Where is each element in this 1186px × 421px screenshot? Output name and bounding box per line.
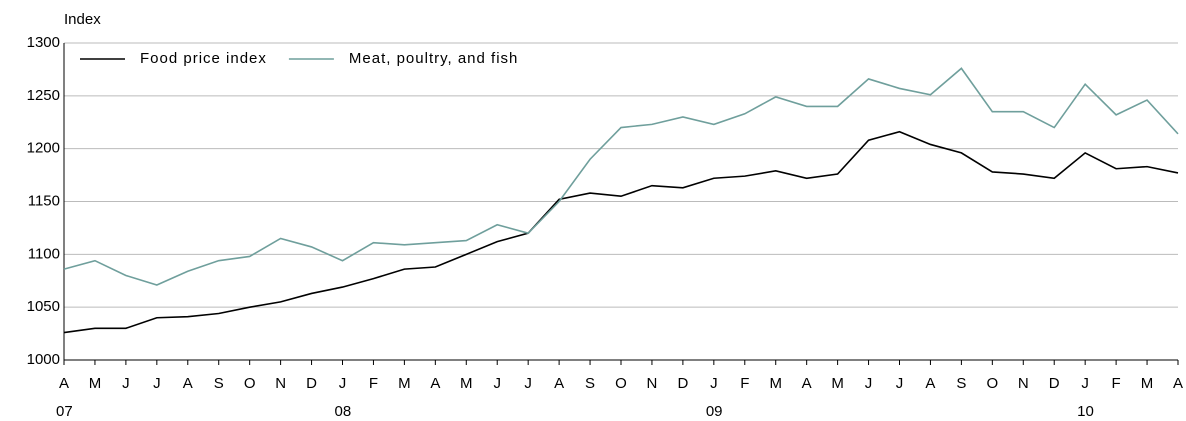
series-line (63, 130, 1179, 334)
y-tick-label: 1000 (27, 351, 60, 368)
legend-label: Food price index (140, 50, 267, 67)
x-tick-label: M (460, 375, 473, 392)
y-tick-label: 1100 (28, 245, 60, 262)
x-tick-label: J (710, 375, 718, 392)
x-tick-label: F (740, 375, 749, 392)
x-tick-label: J (524, 375, 532, 392)
legend-label: Meat, poultry, and fish (349, 50, 518, 67)
x-tick-label: A (1173, 375, 1183, 392)
year-label: 08 (335, 403, 352, 420)
x-tick-label: N (1018, 375, 1029, 392)
x-tick-label: D (306, 375, 317, 392)
x-tick-label: S (214, 375, 224, 392)
x-tick-label: J (339, 375, 347, 392)
x-tick-label: M (831, 375, 844, 392)
x-tick-label: J (153, 375, 161, 392)
x-tick-label: N (647, 375, 658, 392)
x-tick-label: M (398, 375, 411, 392)
y-tick-label: 1150 (28, 192, 60, 209)
year-label: 10 (1077, 403, 1094, 420)
x-tick-label: J (896, 375, 904, 392)
x-tick-label: S (956, 375, 966, 392)
y-tick-label: 1250 (27, 87, 60, 104)
x-tick-label: A (59, 375, 69, 392)
series-line (63, 67, 1179, 286)
x-tick-label: A (183, 375, 193, 392)
x-tick-label: F (369, 375, 378, 392)
year-label: 07 (56, 403, 73, 420)
y-tick-label: 1300 (27, 34, 60, 51)
x-tick-label: J (1081, 375, 1089, 392)
x-tick-label: A (925, 375, 935, 392)
x-tick-label: J (865, 375, 873, 392)
x-tick-label: A (802, 375, 812, 392)
year-label: 09 (706, 403, 723, 420)
x-tick-label: M (1141, 375, 1154, 392)
x-tick-label: F (1112, 375, 1121, 392)
x-tick-label: O (615, 375, 627, 392)
y-axis-label: Index (64, 11, 101, 28)
x-tick-label: D (677, 375, 688, 392)
x-tick-label: O (986, 375, 998, 392)
x-tick-label: D (1049, 375, 1060, 392)
x-tick-label: A (430, 375, 440, 392)
x-tick-label: S (585, 375, 595, 392)
y-tick-label: 1050 (27, 298, 60, 315)
x-tick-label: J (122, 375, 130, 392)
x-tick-label: A (554, 375, 564, 392)
y-tick-label: 1200 (27, 140, 60, 157)
x-tick-label: N (275, 375, 286, 392)
x-tick-label: O (244, 375, 256, 392)
x-tick-label: J (493, 375, 501, 392)
x-tick-label: M (769, 375, 782, 392)
x-tick-label: M (89, 375, 102, 392)
